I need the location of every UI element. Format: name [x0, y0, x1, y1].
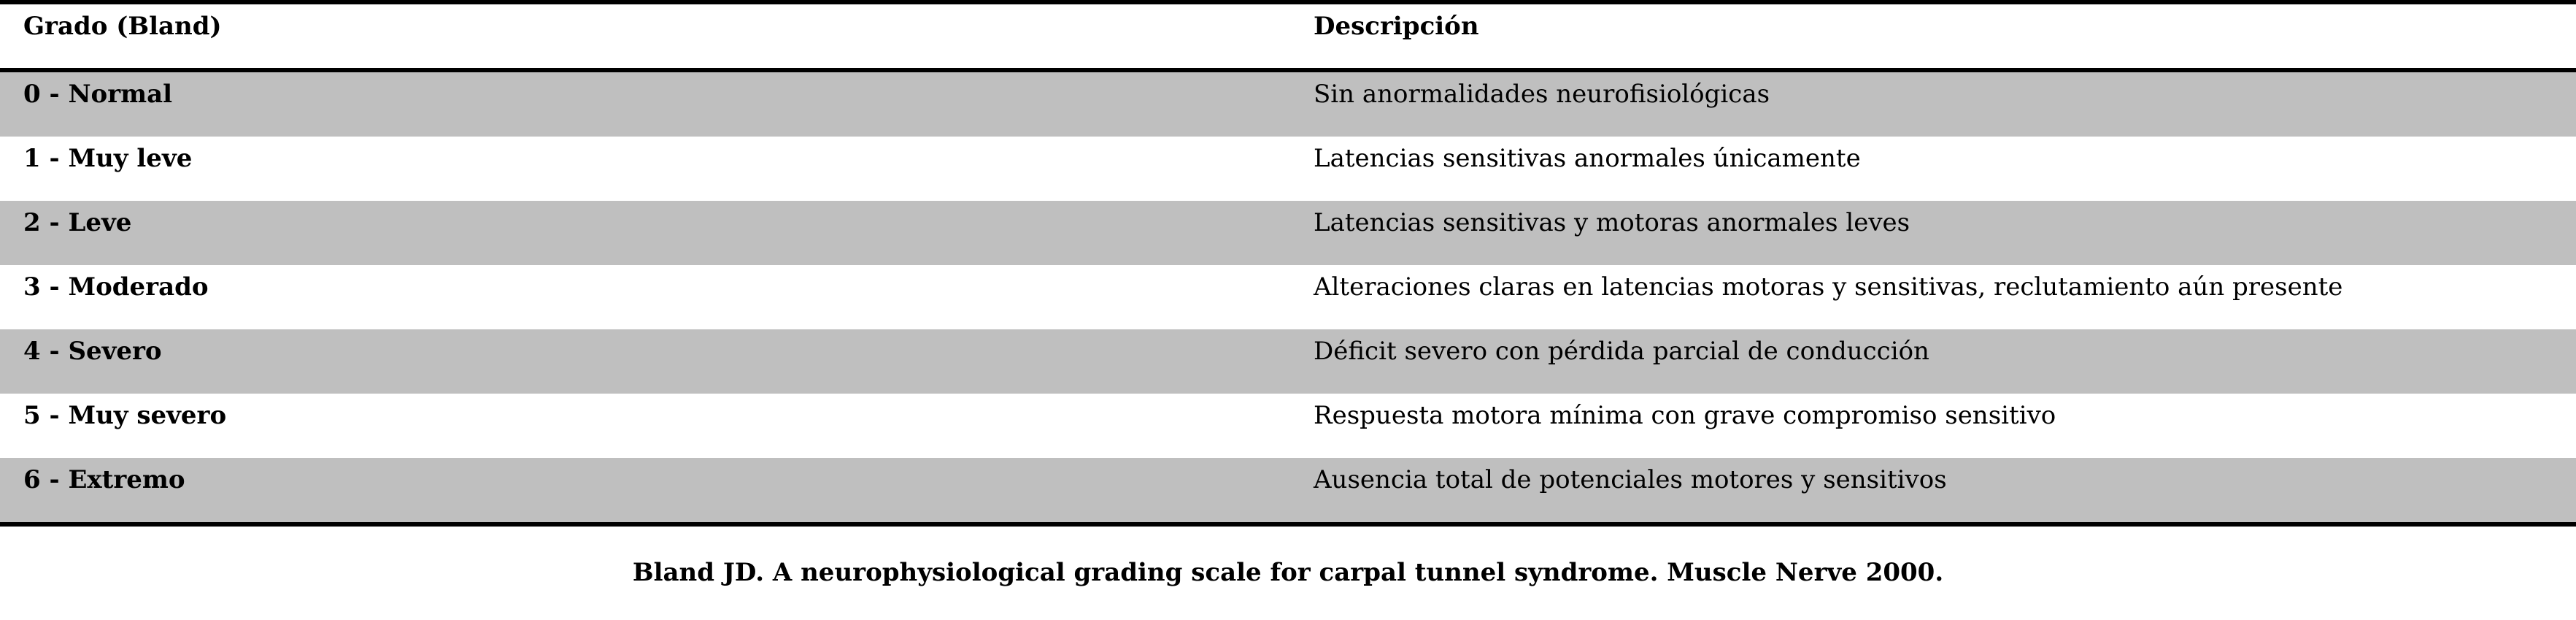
- description-cell: Alteraciones claras en latencias motoras…: [1314, 272, 2343, 302]
- table-row: 6 - Extremo Ausencia total de potenciale…: [0, 458, 2576, 522]
- grade-cell: 3 - Moderado: [23, 272, 209, 302]
- header-description: Descripción: [1314, 12, 1479, 41]
- description-cell: Latencias sensitivas y motoras anormales…: [1314, 208, 1910, 237]
- header-grade: Grado (Bland): [23, 12, 222, 41]
- grade-cell: 2 - Leve: [23, 208, 132, 237]
- description-cell: Déficit severo con pérdida parcial de co…: [1314, 337, 1929, 366]
- table-header-row: Grado (Bland) Descripción: [0, 4, 2576, 68]
- table-row: 2 - Leve Latencias sensitivas y motoras …: [0, 201, 2576, 265]
- description-cell: Respuesta motora mínima con grave compro…: [1314, 401, 2056, 430]
- table-header-rule: [0, 68, 2576, 72]
- table-bottom-rule: [0, 522, 2576, 527]
- table-row: 1 - Muy leve Latencias sensitivas anorma…: [0, 137, 2576, 201]
- grade-cell: 5 - Muy severo: [23, 401, 227, 430]
- table-row: 4 - Severo Déficit severo con pérdida pa…: [0, 329, 2576, 394]
- description-cell: Sin anormalidades neurofisiológicas: [1314, 80, 1770, 109]
- grade-cell: 0 - Normal: [23, 80, 173, 109]
- grade-cell: 1 - Muy leve: [23, 144, 193, 173]
- grade-cell: 4 - Severo: [23, 337, 162, 366]
- grade-cell: 6 - Extremo: [23, 465, 185, 494]
- table-row: 5 - Muy severo Respuesta motora mínima c…: [0, 394, 2576, 458]
- description-cell: Ausencia total de potenciales motores y …: [1314, 465, 1947, 494]
- table-row: 0 - Normal Sin anormalidades neurofisiol…: [0, 72, 2576, 137]
- table-top-rule: [0, 0, 2576, 4]
- table-row: 3 - Moderado Alteraciones claras en late…: [0, 265, 2576, 329]
- table-caption: Bland JD. A neurophysiological grading s…: [632, 558, 1944, 587]
- description-cell: Latencias sensitivas anormales únicament…: [1314, 144, 1861, 173]
- grading-table: Grado (Bland) Descripción 0 - Normal Sin…: [0, 0, 2576, 527]
